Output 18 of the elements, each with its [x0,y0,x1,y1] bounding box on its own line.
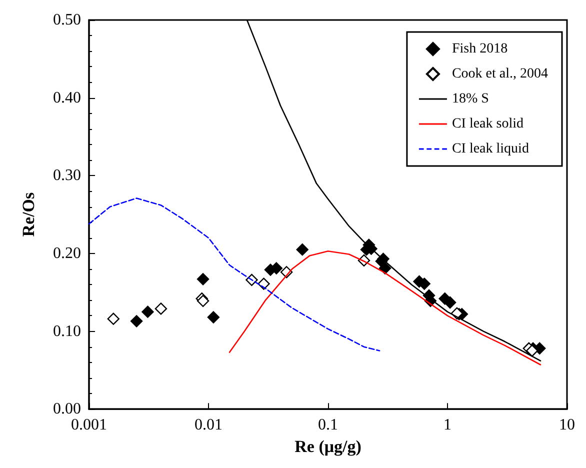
x-tick-label: 0.001 [71,416,107,434]
legend-label: Fish 2018 [452,42,508,56]
x-tick-label: 0.1 [318,416,338,434]
y-tick-label: 0.30 [53,167,81,184]
y-tick-label: 0.40 [53,89,81,106]
y-tick-label: 0.50 [53,12,81,28]
legend-label: CI leak solid [452,116,524,132]
y-tick-label: 0.10 [53,322,81,340]
x-tick-label: 0.01 [194,416,222,434]
y-tick-label: 0.20 [53,244,81,262]
legend-label: CI leak liquid [452,142,529,156]
x-axis-title: Re (μg/g) [294,437,362,456]
y-tick-label: 0.00 [53,400,81,418]
x-tick-label: 1 [444,416,452,434]
legend-label: Cook et al., 2004 [452,66,548,82]
y-axis-title: Re/Os [19,192,38,237]
legend-label: 18% S [452,92,489,106]
x-tick-label: 10 [559,416,575,434]
